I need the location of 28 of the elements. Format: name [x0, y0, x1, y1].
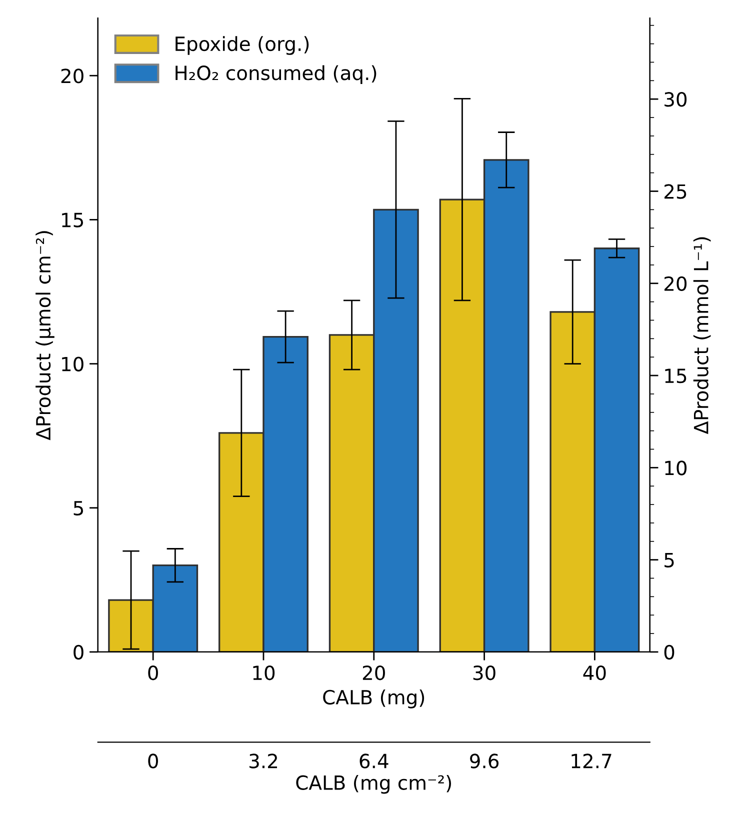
- y2-tick-label: 15: [665, 368, 686, 384]
- x-axis-title: CALB (mg): [323, 690, 424, 708]
- x-tick-label: 0: [148, 665, 158, 680]
- x-tick-label: 30: [473, 665, 496, 680]
- x-tick-label: 40: [583, 665, 606, 680]
- legend-label: H₂O₂ consumed (aq.): [176, 65, 376, 84]
- x2-tick-label: 6.4: [360, 754, 388, 768]
- x-tick-label: 20: [362, 665, 385, 680]
- y2-tick-label: 10: [665, 460, 687, 476]
- y2-tick-label: 30: [664, 92, 687, 107]
- x2-tick-label: 3.2: [250, 754, 278, 768]
- x2-tick-label: 12.7: [572, 754, 612, 768]
- y-tick-label: 15: [62, 212, 83, 228]
- y-axis-title: ΔProduct (μmol cm⁻²): [36, 231, 54, 440]
- x2-tick-label: 9.6: [470, 754, 499, 768]
- y-tick-label: 0: [74, 644, 84, 660]
- y2-tick-label: 20: [664, 276, 687, 292]
- y-tick-label: 20: [61, 68, 84, 84]
- y-tick-label: 5: [74, 501, 83, 516]
- y2-tick-label: 25: [664, 184, 686, 199]
- x2-tick-label: 0: [148, 754, 158, 768]
- y-tick-label: 10: [62, 356, 84, 372]
- legend-label: Epoxide (org.): [176, 36, 309, 55]
- x2-axis-title: CALB (mg cm⁻²): [296, 774, 451, 794]
- y2-tick-label: 0: [664, 644, 674, 660]
- y2-axis-title: ΔProduct (mmol L⁻¹): [693, 237, 711, 434]
- y2-tick-label: 5: [664, 553, 674, 568]
- x-tick-label: 10: [253, 665, 275, 680]
